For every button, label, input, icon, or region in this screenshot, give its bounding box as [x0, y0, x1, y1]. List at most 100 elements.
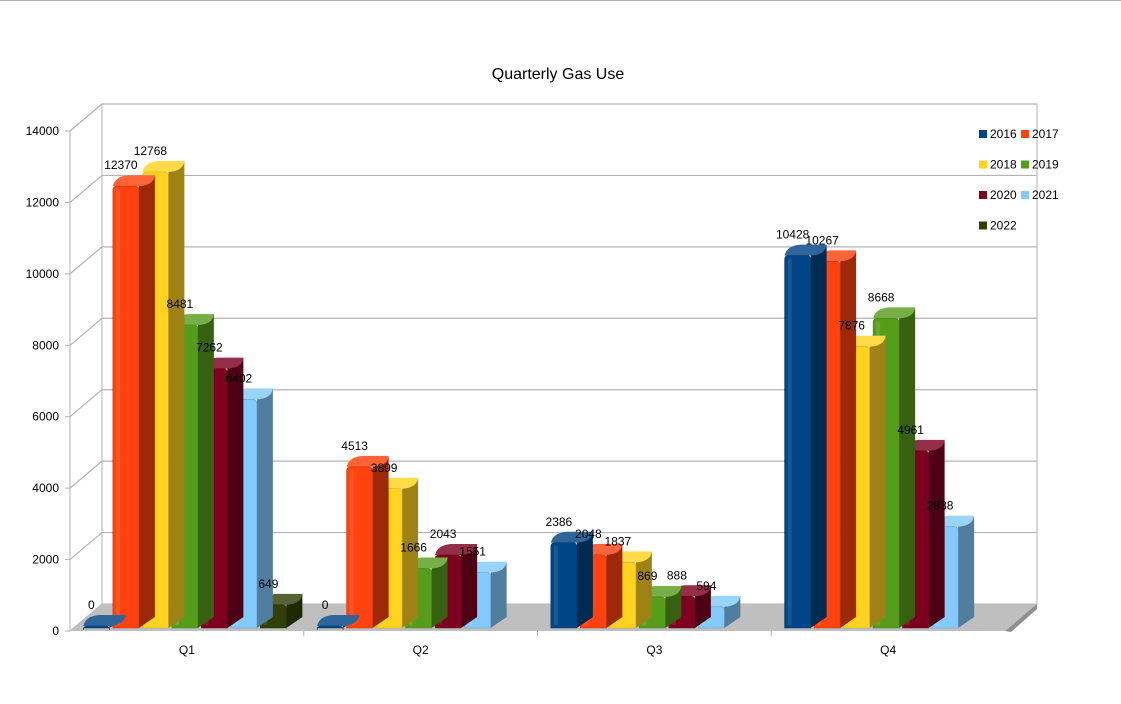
y-tick-label: 14000 [26, 124, 60, 138]
data-label: 12370 [104, 158, 138, 172]
data-label: 12768 [134, 144, 168, 158]
legend-swatch [1021, 160, 1029, 169]
x-tick-label: Q4 [880, 643, 896, 657]
legend-item-2018: 2018 [979, 158, 1017, 172]
legend-swatch [1021, 191, 1029, 199]
legend-swatch [979, 130, 987, 138]
bar-top [435, 544, 478, 556]
data-label: 869 [637, 569, 657, 583]
bar-side [810, 244, 827, 629]
gridline-side [69, 317, 103, 346]
bar-side [576, 531, 593, 628]
side-wall [69, 102, 103, 633]
legend-swatch [979, 160, 987, 169]
legend-swatch [979, 191, 987, 199]
bar-top [83, 615, 126, 626]
data-label: 1551 [459, 545, 486, 559]
x-tick-label: Q1 [179, 643, 195, 657]
data-label: 7876 [838, 319, 865, 333]
bar-top [142, 161, 185, 172]
data-label: 649 [258, 577, 278, 591]
y-tick-label: 2000 [32, 553, 59, 567]
legend: 2016 2017 2018 2019 2020 2021 2022 [979, 127, 1059, 233]
data-labels: 2838496186687876102671042859488886918372… [88, 144, 954, 612]
x-axis: Q1 Q2 Q3 Q4 [179, 631, 896, 657]
legend-label: 2021 [1032, 188, 1059, 202]
legend-item-2016: 2016 [979, 127, 1017, 141]
bar-side [227, 357, 244, 628]
gridline-side [69, 174, 103, 203]
bar-top [317, 615, 360, 626]
bar-2017-Q2 [346, 455, 389, 629]
legend-label: 2017 [1032, 127, 1059, 141]
data-label: 7262 [196, 341, 223, 355]
gridline-side [69, 246, 103, 275]
bar-side [724, 595, 741, 628]
bar-front [112, 185, 140, 629]
legend-label: 2018 [990, 158, 1017, 172]
data-label: 594 [696, 579, 716, 593]
bar-side [840, 250, 857, 629]
data-label: 6402 [226, 371, 253, 385]
y-tick-label: 10000 [26, 267, 60, 281]
bar-side [256, 388, 273, 628]
bar-highlight [553, 545, 558, 625]
legend-item-2020: 2020 [979, 188, 1017, 202]
data-label: 1837 [605, 534, 632, 548]
legend-label: 2020 [990, 188, 1017, 202]
bar-highlight [349, 469, 354, 625]
data-label: 888 [667, 568, 687, 582]
y-tick-label: 12000 [26, 195, 60, 209]
bar-side [869, 335, 886, 628]
data-label: 2048 [575, 527, 602, 541]
bar-2016-Q1 [83, 615, 126, 631]
data-label: 10428 [776, 228, 810, 242]
data-label: 10267 [805, 233, 839, 247]
bar-front [83, 625, 110, 631]
data-label: 1666 [400, 541, 427, 555]
bar-side [431, 557, 448, 628]
bar-side [958, 515, 975, 628]
bar-top [784, 244, 827, 256]
bar-2016-Q2 [316, 615, 360, 631]
bar-side [402, 477, 419, 628]
bar-2016-Q4 [784, 244, 827, 629]
data-label: 2386 [546, 515, 573, 529]
bar-front [550, 542, 578, 629]
legend-swatch [1021, 130, 1029, 138]
bar-side [928, 439, 945, 628]
y-tick-label: 6000 [32, 410, 59, 424]
data-label: 8668 [868, 290, 895, 304]
bar-highlight [115, 189, 120, 625]
gridline-side [69, 460, 103, 489]
bar-front [784, 255, 811, 629]
legend-item-2019: 2019 [1021, 158, 1059, 172]
x-tick-label: Q2 [413, 643, 429, 657]
data-label: 3899 [371, 461, 398, 475]
gridline-side [69, 103, 103, 132]
x-tick-label: Q3 [646, 643, 662, 657]
y-tick-label: 0 [52, 624, 59, 638]
bar-side [197, 314, 214, 628]
legend-item-2021: 2021 [1021, 188, 1059, 202]
bar-side [694, 585, 711, 628]
bar-side [899, 307, 916, 628]
legend-swatch [979, 221, 987, 230]
bar-side [138, 175, 155, 628]
bar-highlight [787, 258, 792, 625]
y-tick-label: 8000 [32, 338, 59, 352]
legend-label: 2019 [1032, 158, 1059, 172]
bar-top [112, 175, 155, 187]
data-label: 2043 [430, 527, 457, 541]
bar-top [873, 307, 916, 319]
bar-side [168, 161, 185, 628]
bar-side [461, 544, 478, 628]
bar-side [635, 551, 652, 628]
legend-label: 2016 [990, 127, 1017, 141]
floor-edge [1005, 604, 1037, 632]
bar-side [372, 455, 389, 628]
bar-side [490, 561, 507, 628]
bar-top [550, 531, 593, 543]
data-label: 4961 [897, 423, 924, 437]
bars [83, 161, 975, 631]
